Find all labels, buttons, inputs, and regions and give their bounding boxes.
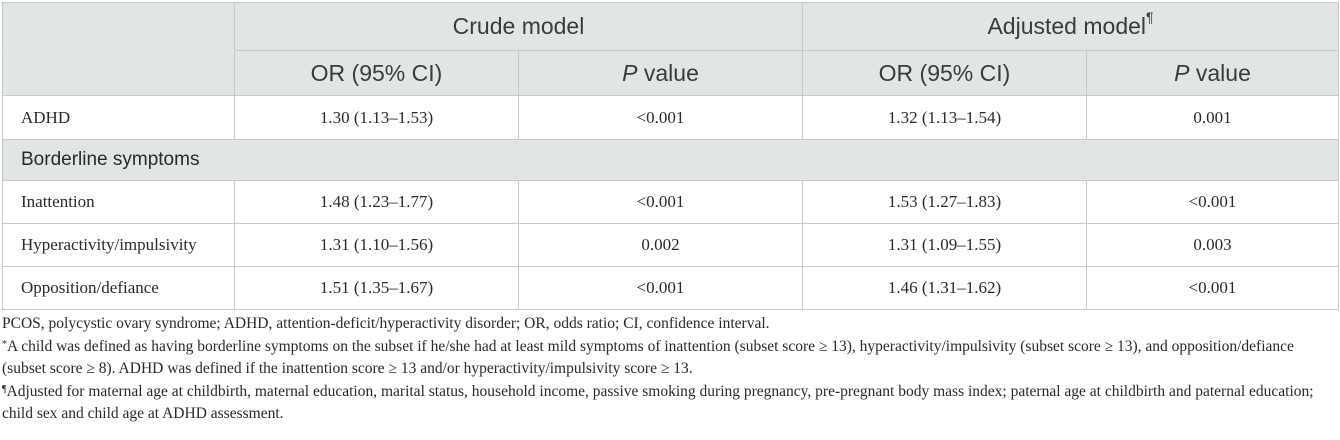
crude-or-cell: 1.31 (1.10–1.56) [234,223,519,267]
asterisk-mark: * [2,338,7,350]
table-footnotes: PCOS, polycystic ovary syndrome; ADHD, a… [2,313,1336,426]
results-table-container: Crude model Adjusted model¶ OR (95% CI) … [1,2,1340,310]
row-label: Inattention [2,180,235,224]
adjusted-or-cell: 1.32 (1.13–1.54) [802,95,1087,140]
adjusted-or-cell: 1.31 (1.09–1.55) [802,223,1087,267]
section-row: Borderline symptoms [1,139,1340,181]
adjusted-or-cell: 1.46 (1.31–1.62) [802,266,1087,310]
crude-p-cell: <0.001 [518,180,803,224]
crude-or-cell: 1.51 (1.35–1.67) [234,266,519,310]
adjusted-or-cell: 1.53 (1.27–1.83) [802,180,1087,224]
adjusted-p-cell: 0.001 [1085,95,1340,140]
crude-p-cell: <0.001 [518,266,803,310]
pilcrow-mark: ¶ [2,383,7,395]
crude-model-header: Crude model [234,2,803,51]
section-title: Borderline symptoms [1,139,1340,181]
header-row-measures: OR (95% CI) P value OR (95% CI) P value [2,50,1340,96]
crude-or-cell: 1.48 (1.23–1.77) [234,180,519,224]
abbreviations-note: PCOS, polycystic ovary syndrome; ADHD, a… [2,315,770,332]
row-label: ADHD [2,95,235,140]
borderline-definition-note: *A child was defined as having borderlin… [2,337,1294,378]
crude-p-cell: 0.002 [518,223,803,267]
adjusted-model-header: Adjusted model¶ [801,2,1340,51]
adjusted-p-cell: 0.003 [1085,223,1340,267]
crude-or-cell: 1.30 (1.13–1.53) [234,95,519,140]
row-label: Opposition/defiance [2,266,235,310]
or-results-table: Crude model Adjusted model¶ OR (95% CI) … [1,2,1340,310]
adjusted-p-cell: <0.001 [1085,266,1340,310]
table-row: Inattention 1.48 (1.23–1.77) <0.001 1.53… [2,180,1340,224]
pilcrow-mark: ¶ [1146,9,1154,25]
adjusted-p-cell: <0.001 [1085,180,1340,224]
table-row: ADHD 1.30 (1.13–1.53) <0.001 1.32 (1.13–… [2,95,1340,140]
crude-p-header: P value [518,50,803,96]
table-row: Opposition/defiance 1.51 (1.35–1.67) <0.… [2,266,1340,310]
row-label: Hyperactivity/impulsivity [2,223,235,267]
adjusted-p-header: P value [1085,50,1340,96]
crude-p-cell: <0.001 [518,95,803,140]
adjustment-note: ¶Adjusted for maternal age at childbirth… [2,382,1314,423]
adjusted-or-header: OR (95% CI) [802,50,1087,96]
crude-or-header: OR (95% CI) [234,50,519,96]
header-empty-cell [2,2,235,51]
header-empty-cell-2 [2,50,235,96]
header-row-models: Crude model Adjusted model¶ [2,2,1340,51]
table-row: Hyperactivity/impulsivity 1.31 (1.10–1.5… [2,223,1340,267]
